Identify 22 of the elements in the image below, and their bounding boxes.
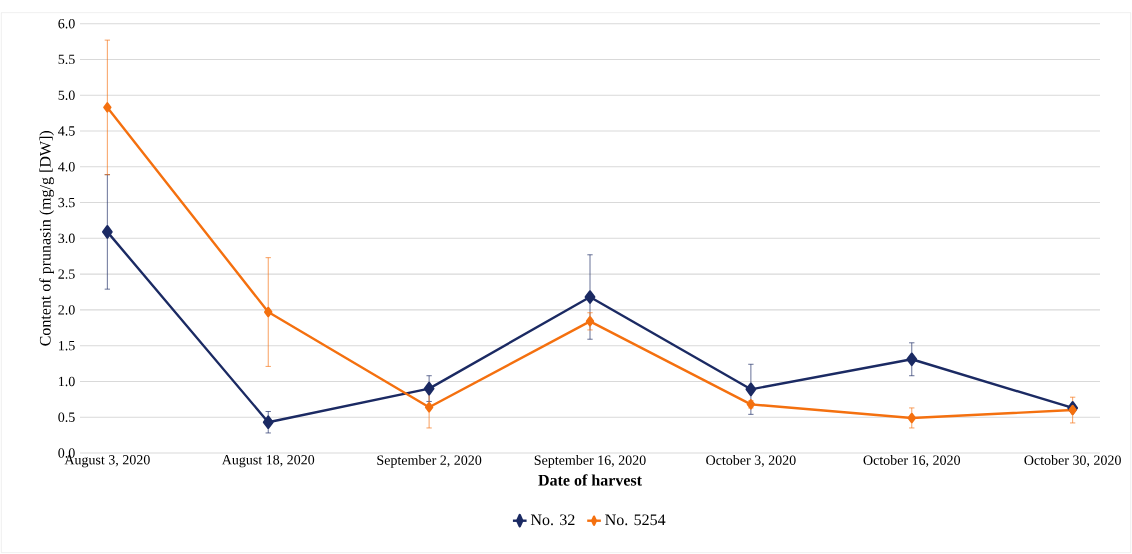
y-tick-label: 2.5 [58,269,75,279]
legend-label: No. 32 [530,514,575,526]
y-tick-label: 4.0 [58,162,75,172]
y-tick-label: 1.5 [59,340,75,351]
y-tick-label: 5.5 [58,54,75,65]
y-axis-title: Content of prunasin (mg/g [DW]) [39,131,54,346]
x-tick-label: October 3, 2020 [706,455,796,467]
y-tick-label: 1.0 [59,376,75,387]
x-tick-label: October 30, 2020 [1024,455,1121,467]
x-tick-label: September 16, 2020 [534,455,646,468]
y-tick-label: 3.0 [58,233,75,244]
y-tick-label: 6.0 [58,18,75,29]
y-tick-label: 5.0 [58,90,75,100]
x-axis-title: Date of harvest [538,474,642,486]
y-tick-label: 0.5 [58,412,75,422]
y-tick-label: 4.5 [58,126,75,136]
x-tick-label: August 18, 2020 [221,455,315,468]
x-tick-label: September 2, 2020 [377,455,482,468]
y-tick-label: 3.5 [58,197,75,208]
x-tick-label: October 16, 2020 [863,455,961,467]
y-tick-label: 2.0 [58,305,75,315]
legend-label: No. 5254 [605,514,666,526]
